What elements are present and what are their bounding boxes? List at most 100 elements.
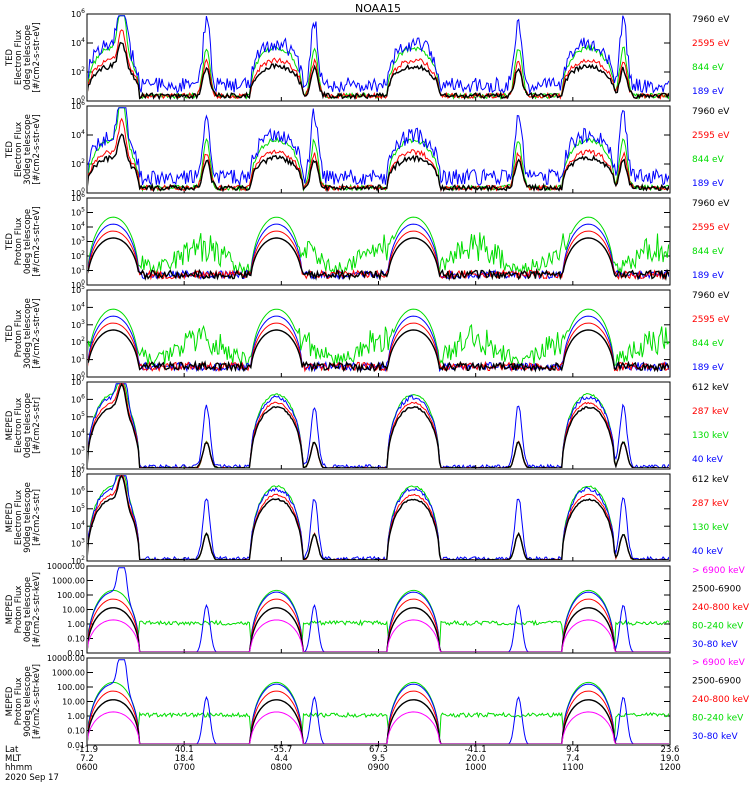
y-tick-label: 101 [71, 354, 85, 365]
legend-entry: 844 eV [692, 339, 725, 349]
panel-2: 100 102 104 106 TEDElectron Flux30deg telesc… [5, 100, 730, 198]
y-tick-label: 100.00 [57, 591, 85, 600]
legend-entry: 189 eV [692, 87, 725, 97]
x-tick-label: 0800 [271, 763, 293, 773]
x-row-label: Lat [5, 745, 19, 755]
y-tick-label: 102 [71, 463, 85, 474]
y-tick-label: 102 [71, 555, 85, 566]
y-tick-label: 104 [71, 221, 85, 232]
y-tick-label: 104 [71, 520, 85, 531]
y-tick-label: 105 [71, 207, 85, 218]
y-tick-label: 104 [71, 129, 85, 140]
y-axis-label: MEPEDElectron Flux0deg telescope[#/cm2-s… [5, 393, 42, 458]
y-tick-label: 105 [71, 503, 85, 514]
x-row-label: MLT [5, 754, 22, 764]
series-blue [88, 567, 669, 652]
legend-entry: 80-240 keV [692, 714, 744, 724]
legend-entry: 844 eV [692, 247, 725, 257]
legend-entry: 844 eV [692, 63, 725, 73]
y-tick-label: 106 [71, 8, 85, 19]
y-tick-label: 103 [71, 538, 85, 549]
panel-5: 102 103 104 105 106 107 MEPEDElectron Flux0deg… [5, 376, 729, 474]
y-axis-label: TEDElectron Flux0deg telescope[#/cm2-s-s… [5, 22, 42, 92]
legend-entry: 40 keV [692, 455, 724, 465]
series-green [88, 216, 669, 275]
legend-entry: 612 keV [692, 383, 729, 393]
x-tick-label: 23.6 [661, 745, 680, 755]
legend-entry: 30-80 keV [692, 732, 738, 742]
y-tick-label: 103 [71, 236, 85, 247]
panel-8: 0.01 0.10 1.00 10.00 100.00 1000.00 10000.00 ME… [5, 654, 750, 750]
y-axis-label: MEPEDElectron Flux90deg telescope[#/cm2-… [5, 482, 42, 553]
legend-entry: 844 eV [692, 155, 725, 165]
series-blue [88, 107, 669, 186]
y-tick-label: 105 [71, 411, 85, 422]
y-axis-label: MEPEDProton Flux0deg telescope[#/cm2-s-s… [5, 572, 42, 647]
y-tick-label: 105 [71, 284, 85, 295]
x-tick-label: 40.1 [175, 745, 194, 755]
legend-entry: > 6900 keV [692, 658, 746, 668]
y-tick-label: 10.00 [62, 698, 85, 707]
y-tick-label: 104 [71, 301, 85, 312]
legend-entry: 7960 eV [692, 107, 730, 117]
x-tick-label: -55.7 [270, 745, 292, 755]
legend-entry: 287 keV [692, 499, 729, 509]
x-tick-label: 7.2 [80, 754, 94, 764]
legend-entry: 240-800 keV [692, 695, 750, 705]
series-blue [88, 475, 669, 560]
legend-entry: 80-240 keV [692, 622, 744, 632]
y-tick-label: 1000.00 [52, 669, 85, 678]
x-tick-label: 67.3 [369, 745, 388, 755]
panel-1: 100 102 104 106 TEDElectron Flux0deg telesco… [5, 8, 730, 106]
series-blue [88, 659, 669, 744]
y-tick-label: 10.00 [62, 606, 85, 615]
series-blue [88, 383, 669, 468]
series-green [88, 107, 669, 192]
legend-entry: 2595 eV [692, 315, 730, 325]
legend-entry: 130 keV [692, 523, 729, 533]
series-red [88, 598, 669, 652]
y-tick-label: 102 [71, 158, 85, 169]
series-green [88, 383, 669, 468]
legend-entry: 30-80 keV [692, 640, 738, 650]
y-tick-label: 106 [71, 485, 85, 496]
chart-title: NOAA15 [355, 2, 401, 15]
legend-entry: 2500-6900 [692, 677, 741, 687]
panel-frame [86, 381, 671, 470]
series-magenta [88, 711, 669, 744]
series-green [88, 308, 669, 368]
legend-entry: 612 keV [692, 475, 729, 485]
legend-entry: 189 eV [692, 271, 725, 281]
y-tick-label: 0.01 [67, 741, 85, 750]
y-tick-label: 1000.00 [52, 577, 85, 586]
y-axis-label: MEPEDProton Flux90deg telescope[#/cm2-s-… [5, 664, 42, 739]
y-tick-label: 103 [71, 319, 85, 330]
y-tick-label: 0.01 [67, 649, 85, 658]
series-black [88, 41, 669, 100]
series-black [88, 475, 669, 560]
y-tick-label: 106 [71, 393, 85, 404]
y-tick-label: 10000.00 [47, 654, 85, 663]
legend-entry: 2595 eV [692, 223, 730, 233]
x-tick-label: -41.1 [465, 745, 487, 755]
series-green [88, 589, 669, 647]
y-tick-label: 1.00 [67, 620, 85, 629]
x-tick-label: 9.4 [566, 745, 580, 755]
series-green [88, 475, 669, 560]
legend-entry: 240-800 keV [692, 603, 750, 613]
series-black [88, 237, 669, 282]
legend-entry: 2500-6900 [692, 585, 741, 595]
y-tick-label: 100 [71, 371, 85, 382]
y-axis-label: TEDProton Flux30deg telescope[#/cm2-s-st… [5, 298, 42, 369]
x-row-label: hhmm [5, 763, 32, 773]
y-tick-label: 1.00 [67, 712, 85, 721]
series-red [88, 690, 669, 744]
series-red [88, 29, 669, 100]
y-tick-label: 100.00 [57, 683, 85, 692]
y-tick-label: 107 [71, 376, 85, 387]
y-tick-label: 100 [71, 95, 85, 106]
x-tick-label: -11.9 [76, 745, 98, 755]
series-black [88, 383, 669, 468]
x-tick-label: 18.4 [175, 754, 194, 764]
